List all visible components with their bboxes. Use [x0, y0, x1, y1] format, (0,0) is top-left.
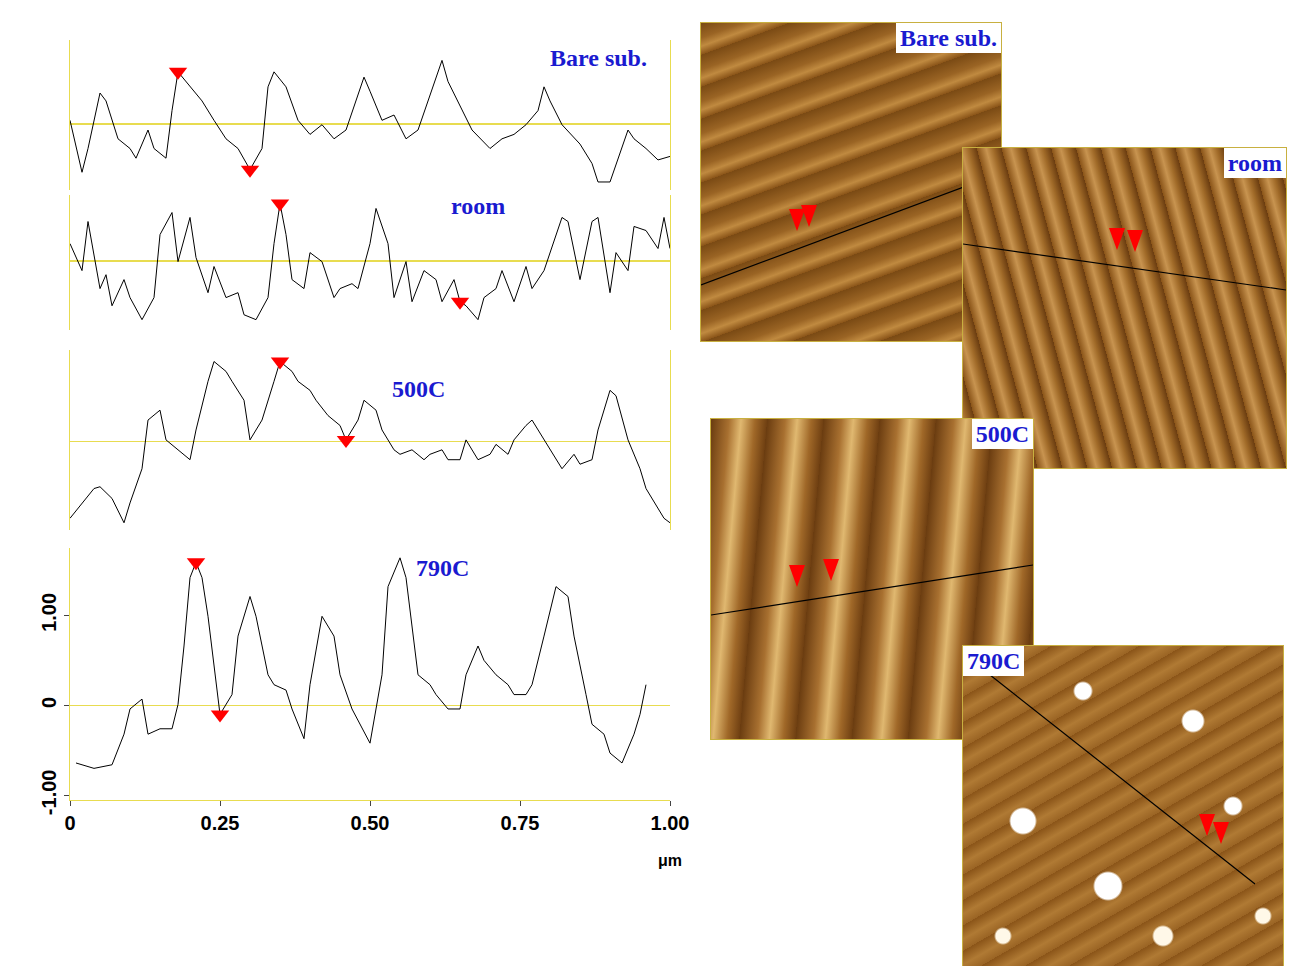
svg-text:1.00: 1.00 — [38, 593, 60, 632]
svg-text:790C: 790C — [416, 555, 469, 581]
svg-text:μm: μm — [658, 852, 682, 869]
html-text:room: room — [1227, 150, 1282, 176]
html-text:790C: 790C — [967, 648, 1021, 674]
svg-text:0: 0 — [64, 812, 75, 834]
svg-text:-1.00: -1.00 — [38, 770, 60, 816]
svg-text:0: 0 — [38, 697, 60, 708]
svg-text:0.75: 0.75 — [501, 812, 540, 834]
svg-text:500C: 500C — [392, 376, 445, 402]
svg-text:1.00: 1.00 — [651, 812, 690, 834]
svg-text:0.50: 0.50 — [351, 812, 390, 834]
html-text:Bare sub.: Bare sub. — [900, 25, 997, 51]
svg-text:room: room — [451, 193, 505, 219]
svg-text:0.25: 0.25 — [201, 812, 240, 834]
html-text:500C: 500C — [975, 421, 1029, 447]
svg-text:Bare sub.: Bare sub. — [550, 45, 647, 71]
